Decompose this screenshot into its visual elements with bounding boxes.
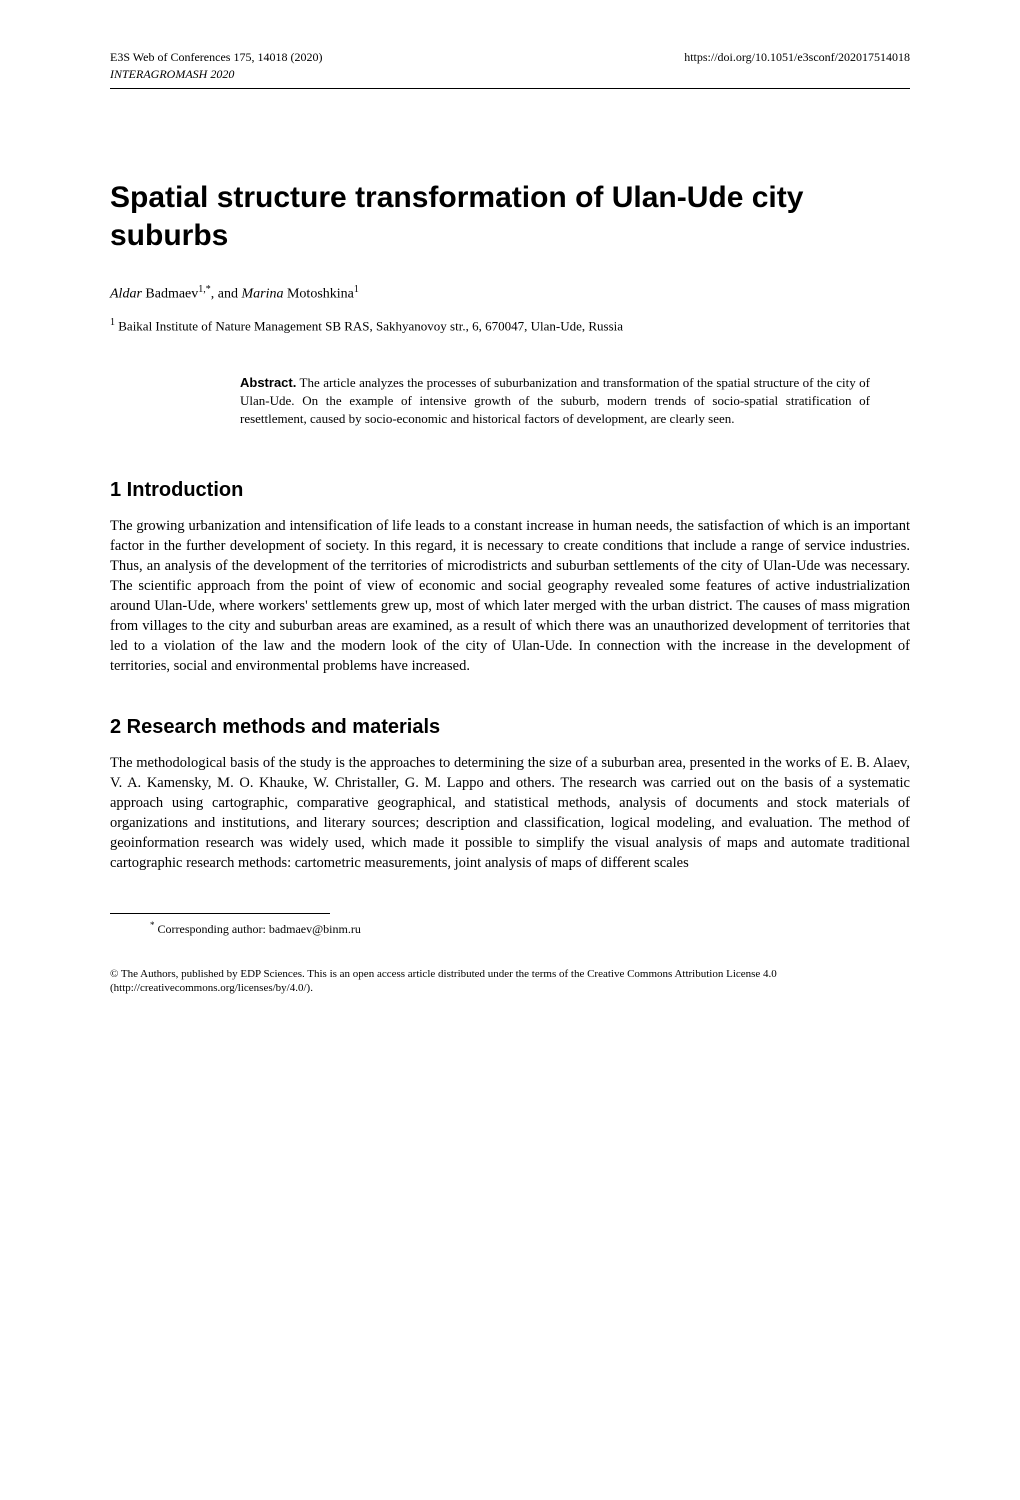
abstract-text: The article analyzes the processes of su… — [240, 375, 870, 426]
abstract-label: Abstract. — [240, 375, 296, 390]
section-2-heading: 2 Research methods and materials — [110, 716, 910, 739]
page-header: E3S Web of Conferences 175, 14018 (2020)… — [110, 50, 910, 65]
footnote-rule — [110, 913, 330, 914]
authors-line: Aldar Badmaev1,*, and Marina Motoshkina1 — [110, 284, 910, 303]
affiliation-text: Baikal Institute of Nature Management SB… — [115, 318, 623, 333]
footnote: * Corresponding author: badmaev@binm.ru — [150, 920, 910, 937]
section-1-body: The growing urbanization and intensifica… — [110, 516, 910, 676]
footnote-text: Corresponding author: badmaev@binm.ru — [155, 922, 361, 936]
section-2-body: The methodological basis of the study is… — [110, 753, 910, 873]
author-1-firstname: Aldar — [110, 287, 142, 302]
author-2-firstname: Marina — [241, 287, 283, 302]
header-rule — [110, 88, 910, 89]
section-1-heading: 1 Introduction — [110, 479, 910, 502]
affiliation: 1 Baikal Institute of Nature Management … — [110, 317, 910, 334]
header-conference: INTERAGROMASH 2020 — [110, 67, 910, 82]
header-left: E3S Web of Conferences 175, 14018 (2020) — [110, 50, 322, 65]
license-text: © The Authors, published by EDP Sciences… — [110, 967, 910, 996]
abstract: Abstract. The article analyzes the proce… — [240, 374, 870, 429]
author-separator: , and — [211, 287, 242, 302]
author-2-surname: Motoshkina — [283, 287, 353, 302]
author-2-sup: 1 — [354, 284, 359, 295]
author-1-sup: 1,* — [198, 284, 211, 295]
header-doi: https://doi.org/10.1051/e3sconf/20201751… — [684, 50, 910, 65]
author-1-surname: Badmaev — [142, 287, 198, 302]
article-title: Spatial structure transformation of Ulan… — [110, 179, 910, 254]
